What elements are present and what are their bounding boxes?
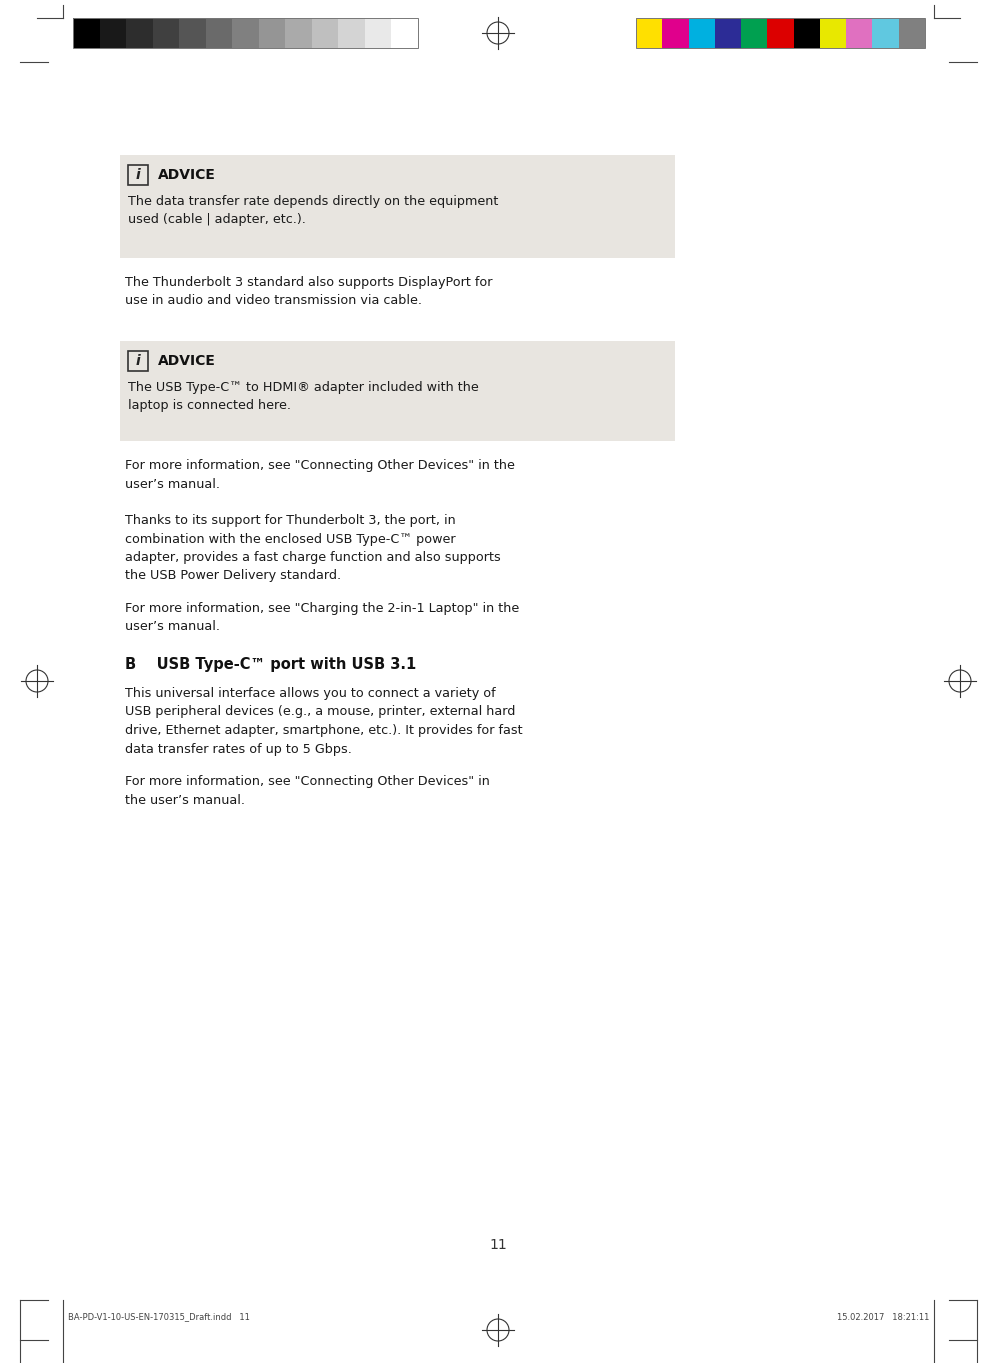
Bar xyxy=(689,18,715,48)
Bar xyxy=(126,18,153,48)
Text: 15.02.2017   18:21:11: 15.02.2017 18:21:11 xyxy=(836,1313,929,1322)
Bar xyxy=(794,18,820,48)
Bar xyxy=(179,18,205,48)
Text: This universal interface allows you to connect a variety of
USB peripheral devic: This universal interface allows you to c… xyxy=(125,687,522,755)
Bar xyxy=(846,18,872,48)
Bar xyxy=(120,155,675,258)
Bar xyxy=(872,18,898,48)
Bar xyxy=(73,18,100,48)
Text: The USB Type-C™ to HDMI® adapter included with the
laptop is connected here.: The USB Type-C™ to HDMI® adapter include… xyxy=(128,382,479,413)
Bar xyxy=(662,18,689,48)
Bar xyxy=(259,18,285,48)
Text: B    USB Type-C™ port with USB 3.1: B USB Type-C™ port with USB 3.1 xyxy=(125,657,417,672)
Text: i: i xyxy=(136,168,141,183)
Bar xyxy=(741,18,768,48)
Bar xyxy=(636,18,662,48)
Bar xyxy=(128,352,148,371)
Bar xyxy=(205,18,232,48)
Text: For more information, see "Connecting Other Devices" in the
user’s manual.: For more information, see "Connecting Ot… xyxy=(125,459,514,491)
Bar xyxy=(392,18,418,48)
Text: For more information, see "Charging the 2-in-1 Laptop" in the
user’s manual.: For more information, see "Charging the … xyxy=(125,602,519,634)
Bar xyxy=(338,18,365,48)
Text: For more information, see "Connecting Other Devices" in
the user’s manual.: For more information, see "Connecting Ot… xyxy=(125,776,490,807)
Text: BA-PD-V1-10-US-EN-170315_Draft.indd   11: BA-PD-V1-10-US-EN-170315_Draft.indd 11 xyxy=(68,1313,250,1322)
Text: The data transfer rate depends directly on the equipment
used (cable | adapter, : The data transfer rate depends directly … xyxy=(128,195,498,226)
Bar xyxy=(285,18,312,48)
Bar xyxy=(100,18,126,48)
Text: The Thunderbolt 3 standard also supports DisplayPort for
use in audio and video : The Thunderbolt 3 standard also supports… xyxy=(125,275,493,308)
Bar xyxy=(820,18,846,48)
Text: ADVICE: ADVICE xyxy=(158,354,216,368)
Text: Thanks to its support for Thunderbolt 3, the port, in
combination with the enclo: Thanks to its support for Thunderbolt 3,… xyxy=(125,514,500,582)
Bar xyxy=(636,18,925,48)
Text: 11: 11 xyxy=(490,1238,506,1253)
Bar xyxy=(898,18,925,48)
Bar xyxy=(715,18,741,48)
Bar xyxy=(232,18,259,48)
Bar xyxy=(128,165,148,185)
Bar xyxy=(73,18,418,48)
Bar xyxy=(153,18,179,48)
Bar xyxy=(768,18,794,48)
Text: ADVICE: ADVICE xyxy=(158,168,216,183)
Bar xyxy=(120,341,675,442)
Bar xyxy=(312,18,338,48)
Text: i: i xyxy=(136,354,141,368)
Bar xyxy=(365,18,392,48)
